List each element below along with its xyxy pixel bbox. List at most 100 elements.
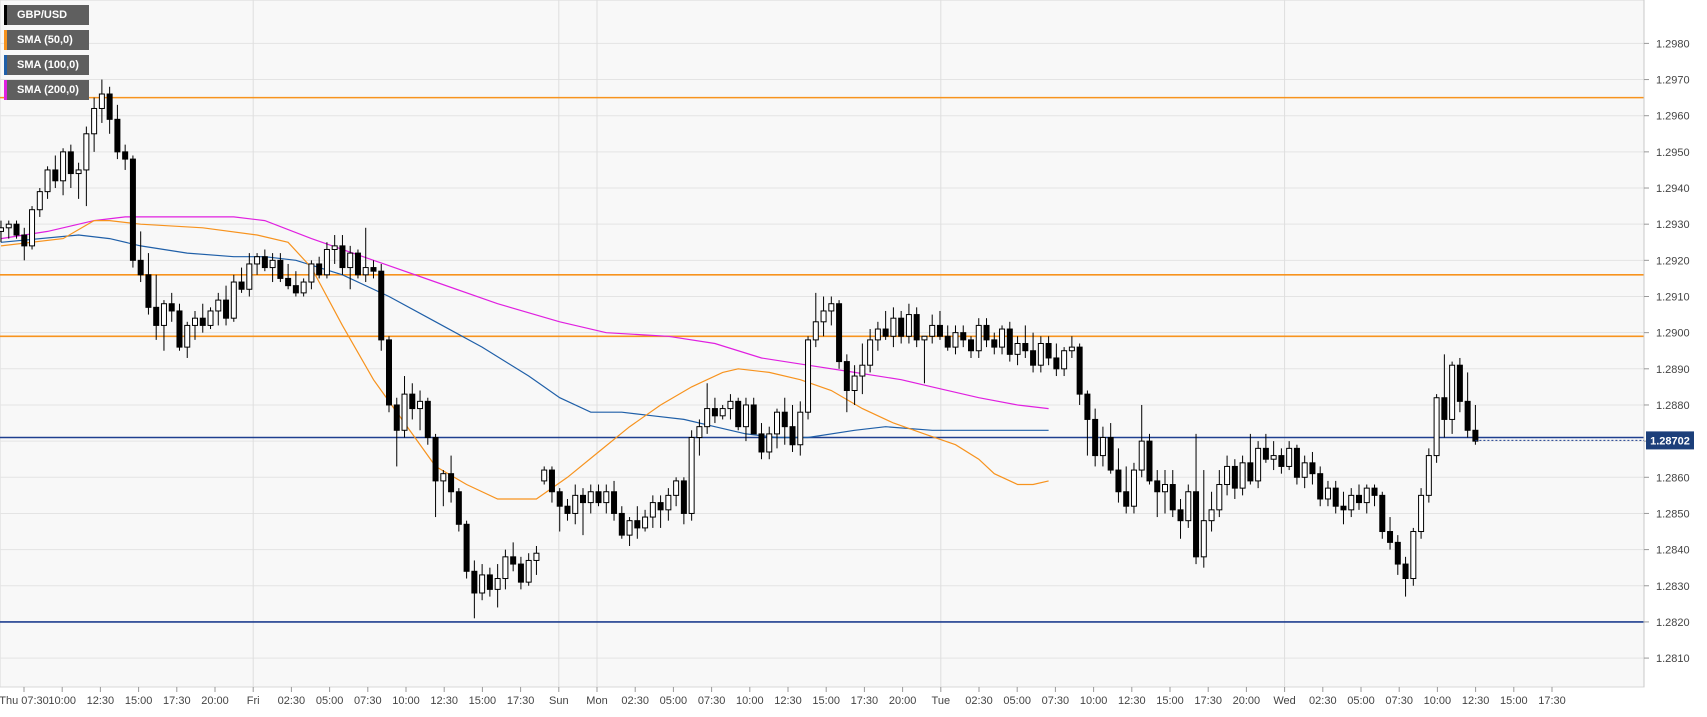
candle [137, 231, 144, 283]
x-tick-label: 10:00 [1080, 695, 1108, 707]
candle [634, 506, 641, 539]
x-tick-label: 02:30 [965, 695, 993, 707]
candle-body [1270, 455, 1277, 460]
candle [1061, 347, 1068, 377]
candle [184, 321, 191, 358]
candle [890, 307, 897, 348]
candle-body [323, 248, 330, 276]
candle [1464, 372, 1471, 438]
legend-item-gbpusd[interactable]: GBP/USD [4, 5, 89, 25]
candle [999, 325, 1006, 355]
candle-body [1402, 563, 1409, 580]
candle-body [572, 494, 579, 514]
candle [207, 307, 214, 330]
x-tick-label: 20:00 [889, 695, 917, 707]
candle-body [1138, 440, 1145, 471]
y-tick-label: 1.2930 [1656, 219, 1690, 231]
candle [1425, 448, 1432, 503]
candle [960, 325, 967, 348]
candle [781, 397, 788, 445]
candle [975, 318, 982, 358]
candle-body [1456, 364, 1463, 402]
candle-body [479, 574, 486, 594]
candle [1076, 343, 1083, 405]
candle-body [1371, 487, 1378, 496]
x-tick-label: 12:30 [774, 695, 802, 707]
x-tick-label: 17:30 [851, 695, 879, 707]
candle-body [486, 574, 493, 590]
candle-body [1449, 364, 1456, 420]
candle-body [223, 299, 230, 319]
candle [67, 144, 74, 189]
candle [316, 256, 323, 279]
candle [1332, 480, 1339, 514]
candle [479, 564, 486, 601]
candle-body [1208, 509, 1215, 522]
x-tick-label: 07:30 [354, 695, 382, 707]
x-tick-label: 05:00 [1003, 695, 1031, 707]
candle-body [176, 310, 183, 348]
candle [1146, 433, 1153, 485]
candle [1037, 336, 1044, 373]
candle [1402, 556, 1409, 597]
candle [556, 488, 563, 532]
candle-body [843, 361, 850, 392]
candle-body [455, 491, 462, 525]
x-tick-label: 02:30 [621, 695, 649, 707]
candle [828, 296, 835, 326]
candle-body [1247, 462, 1254, 482]
candle-body [874, 328, 881, 341]
y-tick-label: 1.2910 [1656, 291, 1690, 303]
x-tick-label: Mon [586, 695, 607, 707]
candle-body [168, 303, 175, 312]
candle-body [98, 93, 105, 109]
x-tick-label: Fri [247, 695, 260, 707]
candle-body [1130, 469, 1137, 507]
x-tick-label: 17:30 [1194, 695, 1222, 707]
candle [541, 466, 548, 485]
candle [758, 423, 765, 460]
candle-body [680, 480, 687, 514]
candle-body [673, 480, 680, 496]
candle [1247, 433, 1254, 485]
candle [704, 383, 711, 434]
candle [269, 253, 276, 283]
candle [409, 383, 416, 420]
legend-item-sma-200[interactable]: SMA (200,0) [4, 80, 89, 100]
x-tick-label: 10:00 [48, 695, 76, 707]
candle-body [859, 364, 866, 377]
candle [1053, 343, 1060, 377]
candle-body [1200, 520, 1207, 558]
candle-body [192, 317, 198, 326]
x-tick-label: 15:00 [469, 695, 497, 707]
candle-body [1433, 397, 1440, 457]
candle-body [1169, 484, 1176, 511]
legend-swatch [4, 55, 7, 75]
candle [153, 274, 160, 340]
candle [1239, 455, 1246, 496]
candle [991, 332, 998, 355]
candle [1022, 325, 1029, 358]
candle [1278, 448, 1285, 474]
candle-body [1286, 447, 1293, 467]
legend-item-sma-100[interactable]: SMA (100,0) [4, 55, 89, 75]
candle [424, 397, 431, 445]
candle-body [300, 281, 307, 294]
candle [0, 220, 4, 243]
candle-body [642, 516, 649, 529]
candle-body [1224, 465, 1231, 486]
legend-item-sma-50[interactable]: SMA (50,0) [4, 30, 89, 50]
candle-body [913, 314, 920, 341]
candle [1418, 488, 1425, 539]
candle [323, 242, 330, 279]
candle [1387, 517, 1394, 550]
candle-body [580, 494, 586, 504]
candle [1371, 484, 1378, 507]
candle [114, 104, 121, 160]
candle [1255, 441, 1262, 489]
candle [292, 271, 299, 297]
candle [192, 310, 198, 340]
candle [805, 336, 812, 420]
candle [223, 285, 230, 326]
